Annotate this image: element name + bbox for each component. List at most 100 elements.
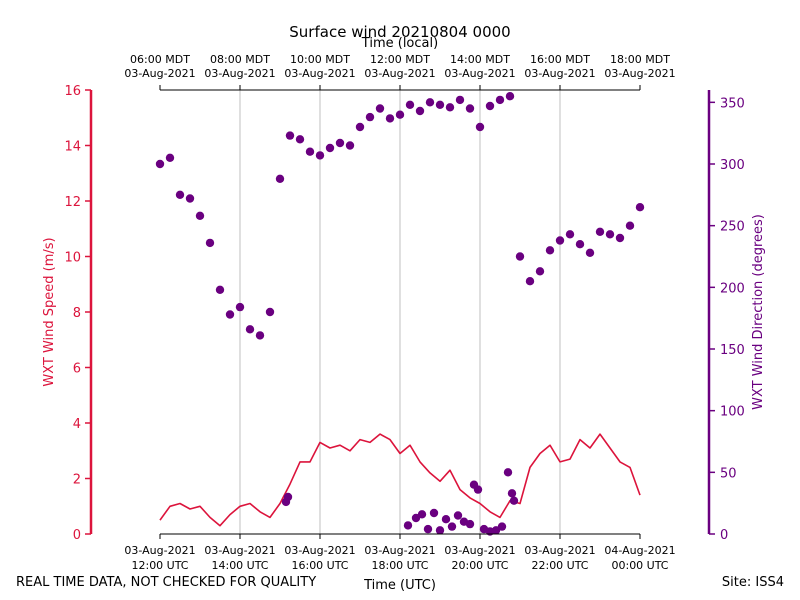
wind-direction-point	[403, 521, 413, 530]
wind-direction-point	[585, 248, 595, 257]
wind-speed-line	[159, 433, 641, 527]
wind-direction-point	[465, 519, 475, 529]
left-tick-label: 14	[64, 140, 81, 155]
bottom-tick-time: 12:00 UTC	[131, 559, 188, 572]
right-tick-label: 350	[720, 96, 745, 111]
wind-direction-point	[475, 122, 485, 132]
wind-direction-point	[265, 307, 275, 317]
wind-direction-point	[305, 147, 315, 156]
quality-note: REAL TIME DATA, NOT CHECKED FOR QUALITY	[16, 575, 317, 590]
wind-direction-series	[155, 92, 645, 536]
bottom-tick-time: 14:00 UTC	[211, 559, 268, 572]
wind-direction-point	[447, 522, 457, 531]
wind-direction-point	[435, 526, 445, 535]
wind-direction-point	[453, 511, 463, 520]
top-tick-date: 03-Aug-2021	[124, 67, 195, 80]
wind-direction-point	[491, 526, 501, 535]
wind-direction-point	[385, 114, 395, 123]
wind-direction-point	[425, 98, 435, 107]
wind-direction-point	[255, 331, 265, 340]
wind-direction-point	[295, 135, 305, 144]
grid-lines	[239, 90, 561, 534]
bottom-tick-time: 22:00 UTC	[531, 559, 588, 572]
wind-direction-point	[429, 508, 439, 518]
bottom-tick-date: 03-Aug-2021	[524, 544, 595, 557]
wind-direction-point	[625, 221, 635, 230]
right-tick-label: 50	[720, 466, 737, 481]
wind-direction-point	[555, 236, 565, 245]
wind-direction-point	[283, 492, 293, 502]
wind-direction-point	[423, 524, 433, 534]
axes: 0 2 4 6 8 10 12 14 16 0 50 100 150 200 250 300 350 03-Aug…	[64, 53, 744, 572]
wind-direction-point	[325, 143, 335, 153]
wind-direction-point	[509, 496, 519, 505]
left-tick-label: 2	[73, 473, 81, 488]
top-tick-date: 03-Aug-2021	[284, 67, 355, 80]
top-tick-time: 18:00 MDT	[610, 53, 670, 66]
top-tick-date: 03-Aug-2021	[444, 67, 515, 80]
wind-direction-point	[455, 95, 465, 105]
wind-direction-point	[335, 138, 345, 148]
wind-direction-point	[441, 515, 451, 524]
left-tick-label: 16	[64, 84, 81, 99]
left-tick-label: 8	[73, 306, 81, 321]
wind-direction-point	[411, 513, 421, 523]
wind-direction-point	[235, 302, 245, 312]
wind-direction-point	[215, 285, 225, 294]
top-axis-label: Time (local)	[361, 36, 438, 51]
chart-title: Surface wind 20210804 0000	[289, 23, 510, 41]
top-tick-time: 08:00 MDT	[210, 53, 270, 66]
right-tick-label: 0	[720, 528, 728, 543]
top-tick-date: 03-Aug-2021	[364, 67, 435, 80]
right-tick-label: 250	[720, 220, 745, 235]
wind-direction-point	[195, 211, 205, 220]
wind-direction-point	[205, 238, 215, 248]
left-tick-label: 6	[73, 362, 81, 377]
wind-direction-point	[375, 104, 385, 113]
bottom-tick-time: 20:00 UTC	[451, 559, 508, 572]
wind-direction-point	[485, 101, 495, 111]
wind-direction-point	[365, 112, 375, 122]
wind-direction-point	[345, 141, 355, 150]
wind-direction-point	[525, 277, 535, 286]
wind-direction-point	[505, 92, 515, 101]
wind-direction-point	[595, 227, 605, 236]
wind-direction-point	[503, 468, 513, 477]
wind-speed-series	[159, 433, 641, 527]
wind-direction-point	[185, 194, 195, 203]
top-tick-time: 06:00 MDT	[130, 53, 190, 66]
bottom-tick-date: 03-Aug-2021	[444, 544, 515, 557]
wind-direction-point	[275, 174, 285, 183]
wind-direction-point	[575, 240, 585, 249]
wind-direction-point	[417, 510, 427, 519]
wind-direction-point	[245, 325, 255, 334]
wind-direction-point	[415, 106, 425, 116]
y-axis-label-right: WXT Wind Direction (degrees)	[751, 214, 766, 410]
wind-direction-point	[355, 122, 365, 132]
right-tick-label: 100	[720, 405, 745, 420]
top-tick-time: 16:00 MDT	[530, 53, 590, 66]
wind-direction-point	[507, 489, 517, 498]
wind-direction-point	[445, 103, 455, 112]
wind-direction-point	[635, 203, 645, 212]
right-tick-label: 300	[720, 158, 745, 173]
bottom-tick-date: 03-Aug-2021	[284, 544, 355, 557]
right-tick-label: 200	[720, 281, 745, 296]
top-tick-date: 03-Aug-2021	[524, 67, 595, 80]
bottom-tick-date: 03-Aug-2021	[124, 544, 195, 557]
wind-direction-point	[515, 252, 525, 261]
wind-direction-point	[497, 522, 507, 531]
top-tick-time: 14:00 MDT	[450, 53, 510, 66]
wind-direction-point	[473, 485, 483, 494]
bottom-tick-time: 18:00 UTC	[371, 559, 428, 572]
wind-direction-point	[175, 190, 185, 199]
left-tick-label: 4	[73, 417, 81, 432]
left-tick-label: 10	[64, 251, 81, 266]
top-tick-time: 12:00 MDT	[370, 53, 430, 66]
wind-direction-point	[535, 267, 545, 276]
wind-direction-point	[285, 131, 295, 140]
wind-direction-point	[605, 230, 615, 239]
wind-direction-point	[495, 95, 505, 105]
site-label: Site: ISS4	[721, 575, 784, 590]
